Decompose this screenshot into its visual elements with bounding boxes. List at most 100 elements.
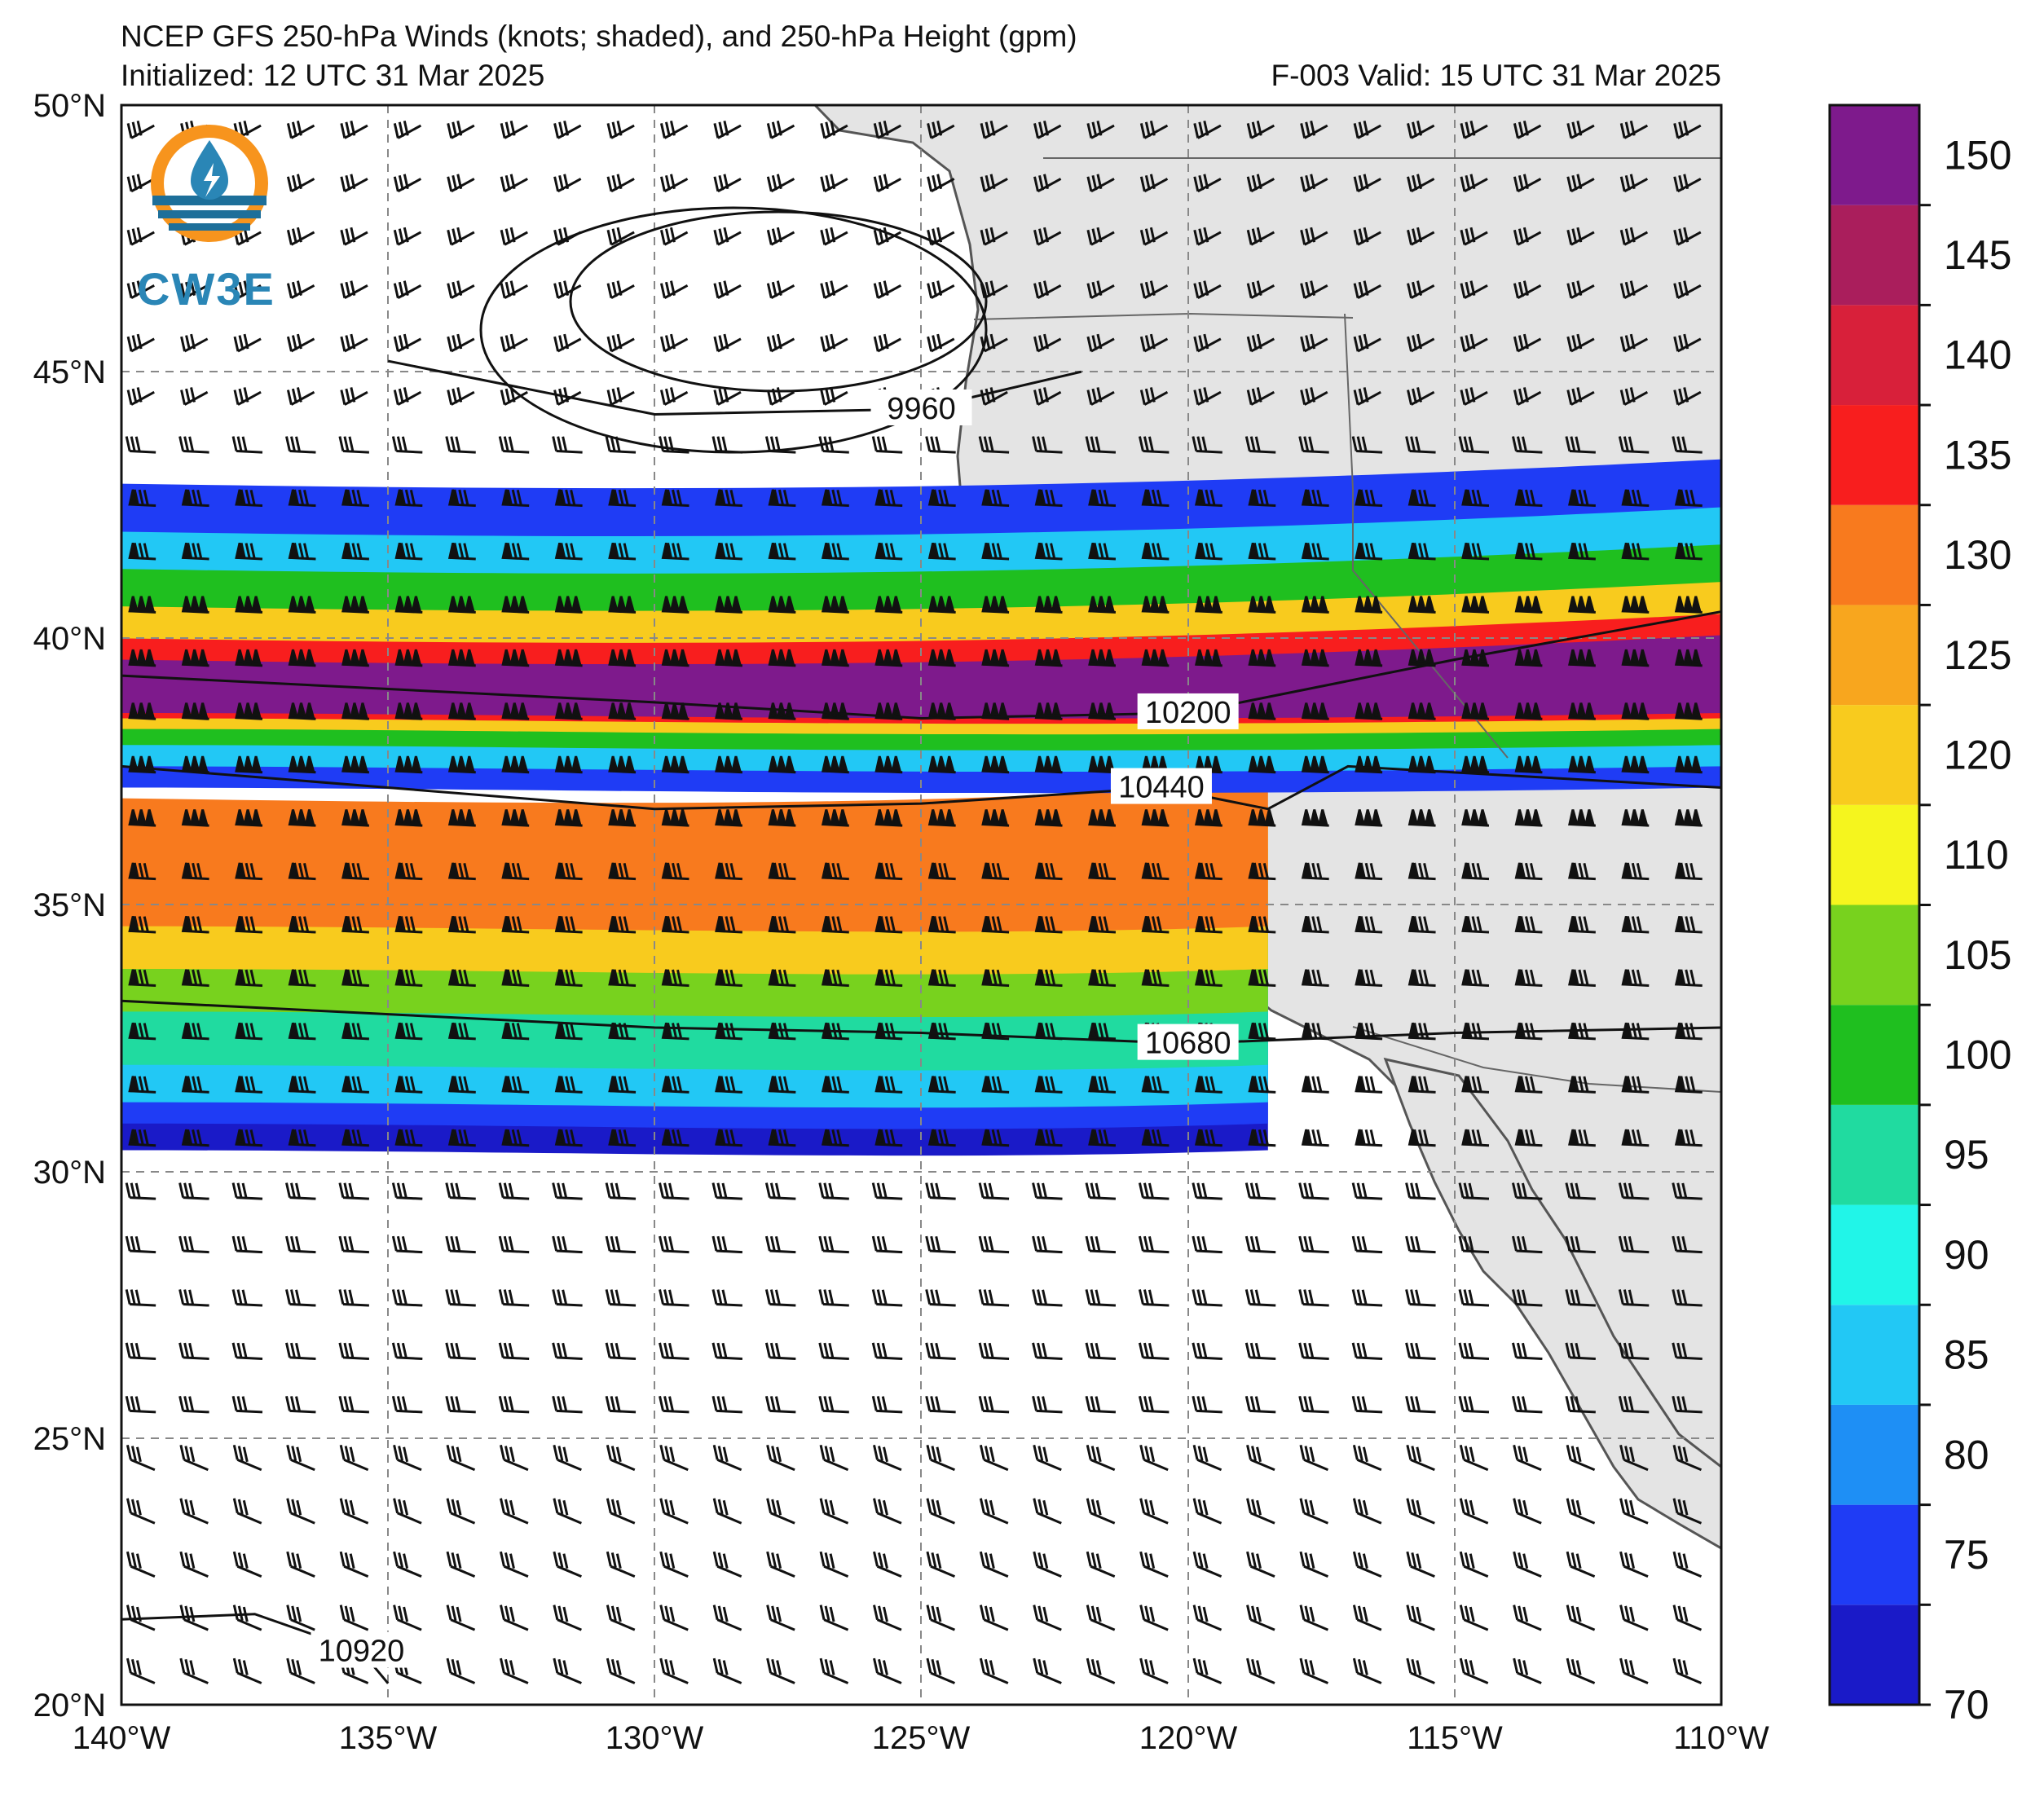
wind-barb	[1513, 387, 1542, 406]
wind-barb	[1461, 1129, 1490, 1147]
wind-barb	[661, 1022, 689, 1041]
wind-barb	[446, 1657, 476, 1684]
wind-barb	[445, 1395, 476, 1414]
wind-barb	[393, 333, 422, 353]
wind-barb	[715, 862, 742, 881]
wind-barb	[285, 1342, 316, 1360]
colorbar-swatch	[1830, 1504, 1919, 1605]
wind-barb	[873, 1657, 902, 1684]
wind-barb	[393, 1498, 422, 1525]
wind-barb	[764, 1395, 796, 1414]
lon-label: 140°W	[73, 1720, 171, 1756]
wind-barb	[1192, 1498, 1222, 1525]
wind-barb	[340, 174, 368, 193]
wind-barb	[1672, 1235, 1703, 1254]
wind-barb	[873, 280, 902, 300]
wind-barb	[391, 1342, 423, 1360]
wind-barb	[1674, 1022, 1703, 1041]
wind-barb	[1248, 862, 1276, 881]
wind-barb	[394, 702, 423, 720]
wind-barb	[1407, 916, 1436, 934]
wind-barb	[1301, 649, 1329, 667]
wind-barb	[1034, 542, 1063, 561]
wind-barb	[1194, 1129, 1222, 1147]
wind-barb	[1513, 333, 1542, 353]
contour-label: 10440	[1118, 771, 1205, 805]
wind-barb	[1085, 1342, 1117, 1360]
wind-barb	[447, 916, 476, 934]
colorbar-label: 120	[1944, 732, 2011, 777]
wind-barb	[874, 1129, 903, 1147]
wind-barb	[768, 489, 796, 508]
wind-barb	[1672, 1342, 1703, 1360]
wind-barb	[874, 1076, 903, 1094]
wind-barb	[661, 1076, 689, 1094]
wind-barb	[447, 862, 476, 881]
lon-label: 120°W	[1139, 1720, 1238, 1756]
wind-barb	[1513, 1605, 1542, 1631]
wind-barb	[1033, 333, 1062, 353]
wind-barb	[1565, 1182, 1596, 1200]
wind-barb	[818, 1289, 849, 1307]
wind-barb	[660, 174, 689, 193]
wind-barb	[233, 280, 262, 300]
wind-barb	[128, 1022, 156, 1041]
wind-barb	[500, 333, 528, 353]
wind-barb	[925, 1342, 956, 1360]
wind-barb	[391, 1182, 423, 1200]
wind-barb	[394, 649, 423, 667]
wind-barb	[661, 489, 689, 508]
wind-barb	[178, 1235, 209, 1254]
wind-barb	[660, 280, 689, 300]
wind-barb	[1672, 1395, 1703, 1414]
wind-barb	[927, 174, 955, 193]
wind-barb	[447, 120, 475, 139]
wind-barb	[715, 702, 742, 720]
wind-barb	[1565, 1395, 1596, 1414]
wind-barb	[1672, 1551, 1703, 1578]
wind-barb	[1246, 1444, 1275, 1472]
wind-barb	[1513, 174, 1542, 193]
wind-barb	[1355, 542, 1383, 561]
wind-barb	[285, 1395, 316, 1414]
wind-barb	[1194, 969, 1222, 987]
wind-barb	[235, 649, 263, 667]
lat-label: 35°N	[33, 887, 106, 923]
wind-barb	[608, 969, 637, 987]
wind-barb	[1355, 649, 1383, 667]
wind-barb	[181, 596, 209, 614]
wind-barb	[821, 1076, 849, 1094]
wind-barb	[1353, 333, 1381, 353]
wind-barb	[978, 1395, 1010, 1414]
low-center-contour-inner	[569, 210, 988, 393]
wind-barb	[393, 1551, 422, 1578]
wind-barb	[1301, 489, 1329, 508]
wind-barb	[1673, 120, 1702, 139]
wind-barb	[1514, 755, 1543, 774]
colorbar-label: 95	[1944, 1132, 1989, 1178]
wind-barb	[126, 387, 155, 406]
wind-barb	[180, 280, 209, 300]
wind-barb	[126, 1551, 156, 1578]
wind-barb	[1672, 1605, 1703, 1631]
wind-barb	[606, 227, 635, 246]
wind-barb	[1086, 387, 1115, 406]
wind-barb	[1406, 1444, 1435, 1472]
wind-barb	[1352, 1498, 1382, 1525]
wind-barb	[713, 120, 742, 139]
wind-barb	[1461, 862, 1490, 881]
height-contour	[121, 999, 1721, 1045]
wind-barb	[1461, 969, 1490, 987]
wind-barb	[1568, 702, 1596, 720]
wind-barb	[341, 1022, 369, 1041]
wind-barb	[1244, 1395, 1276, 1414]
wind-barb	[1353, 387, 1381, 406]
wind-barb	[1085, 1395, 1117, 1414]
wind-barb	[180, 387, 209, 406]
wind-barb	[925, 1182, 956, 1200]
wind-barb	[286, 120, 315, 139]
wind-barb	[1086, 280, 1115, 300]
wind-barb	[980, 387, 1008, 406]
wind-barb	[1138, 1182, 1170, 1200]
wind-barb	[981, 1129, 1010, 1147]
